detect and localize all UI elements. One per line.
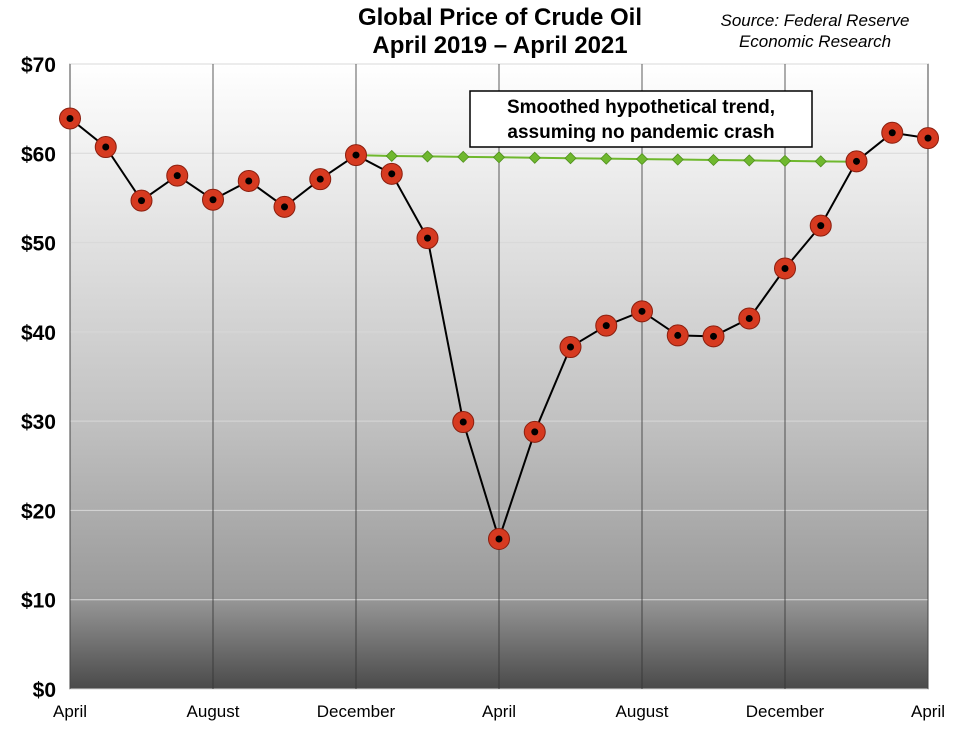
chart-title: Global Price of Crude Oil April 2019 – A… — [230, 4, 770, 60]
actual-price-point — [59, 107, 81, 130]
actual-price-point — [166, 164, 189, 187]
trend-point — [492, 151, 506, 164]
trend-series — [355, 149, 863, 168]
actual-price-point — [559, 336, 582, 359]
trend-point — [635, 153, 649, 166]
chart-title-line1: Global Price of Crude Oil — [357, 4, 643, 31]
annotation-box: Smoothed hypothetical trend, assuming no… — [469, 90, 813, 148]
y-tick-label: $40 — [21, 322, 56, 345]
actual-price-point — [345, 144, 367, 167]
trend-point — [707, 153, 720, 167]
source-note: Source: Federal Reserve Economic Researc… — [690, 10, 940, 52]
actual-price-point — [202, 188, 224, 211]
trend-point — [600, 152, 613, 165]
actual-price-point — [917, 127, 939, 150]
actual-price-point — [237, 169, 260, 192]
actual-price-point — [130, 189, 153, 212]
actual-price-point — [774, 257, 796, 280]
actual-price-point — [595, 314, 618, 337]
actual-price-point — [273, 195, 296, 218]
actual-price-point — [452, 411, 475, 434]
annotation-line2: assuming no pandemic crash — [507, 122, 774, 143]
y-tick-label: $70 — [21, 54, 56, 77]
x-tick-label: December — [746, 702, 825, 721]
trend-point — [743, 154, 756, 167]
annotation-line1: Smoothed hypothetical trend, — [507, 97, 775, 118]
trend-point — [564, 152, 577, 165]
actual-price-point — [702, 325, 725, 348]
actual-price-point — [845, 150, 868, 173]
trend-point — [385, 149, 398, 163]
actual-price-point — [666, 324, 689, 347]
trend-point — [421, 150, 434, 163]
trend-point — [778, 154, 792, 167]
x-tick-label: August — [616, 702, 669, 721]
x-tick-label: April — [482, 702, 516, 721]
y-tick-label: $60 — [21, 143, 56, 166]
actual-price-point — [809, 214, 832, 237]
trend-point — [814, 155, 827, 168]
actual-price-point — [309, 168, 332, 191]
chart-title-line2: April 2019 – April 2021 — [372, 32, 628, 59]
source-note-line2: Economic Research — [738, 32, 892, 51]
actual-price-point — [380, 162, 403, 185]
y-tick-label: $30 — [21, 411, 56, 434]
y-tick-label: $0 — [33, 679, 56, 702]
y-tick-label: $50 — [21, 233, 56, 256]
y-axis: $0 $10 $20 $30 $40 $50 $60 $70 — [21, 54, 56, 702]
actual-price-point — [738, 307, 761, 330]
actual-price-point — [881, 121, 904, 144]
actual-price-series — [59, 107, 939, 550]
actual-price-point — [631, 300, 653, 323]
trend-point — [671, 153, 684, 166]
y-tick-label: $10 — [21, 590, 56, 613]
y-tick-label: $20 — [21, 500, 56, 523]
x-tick-label: April — [911, 702, 945, 721]
source-note-line1: Source: Federal Reserve — [720, 11, 910, 30]
actual-price-point — [94, 136, 117, 159]
actual-price-point — [523, 420, 546, 443]
actual-price-point — [416, 227, 439, 250]
x-axis: April August December April August December Ap… — [53, 702, 945, 721]
actual-price-point — [488, 528, 510, 550]
x-tick-label: December — [317, 702, 396, 721]
trend-point — [457, 150, 470, 163]
x-tick-label: April — [53, 702, 87, 721]
x-tick-label: August — [187, 702, 240, 721]
trend-point — [528, 151, 541, 164]
